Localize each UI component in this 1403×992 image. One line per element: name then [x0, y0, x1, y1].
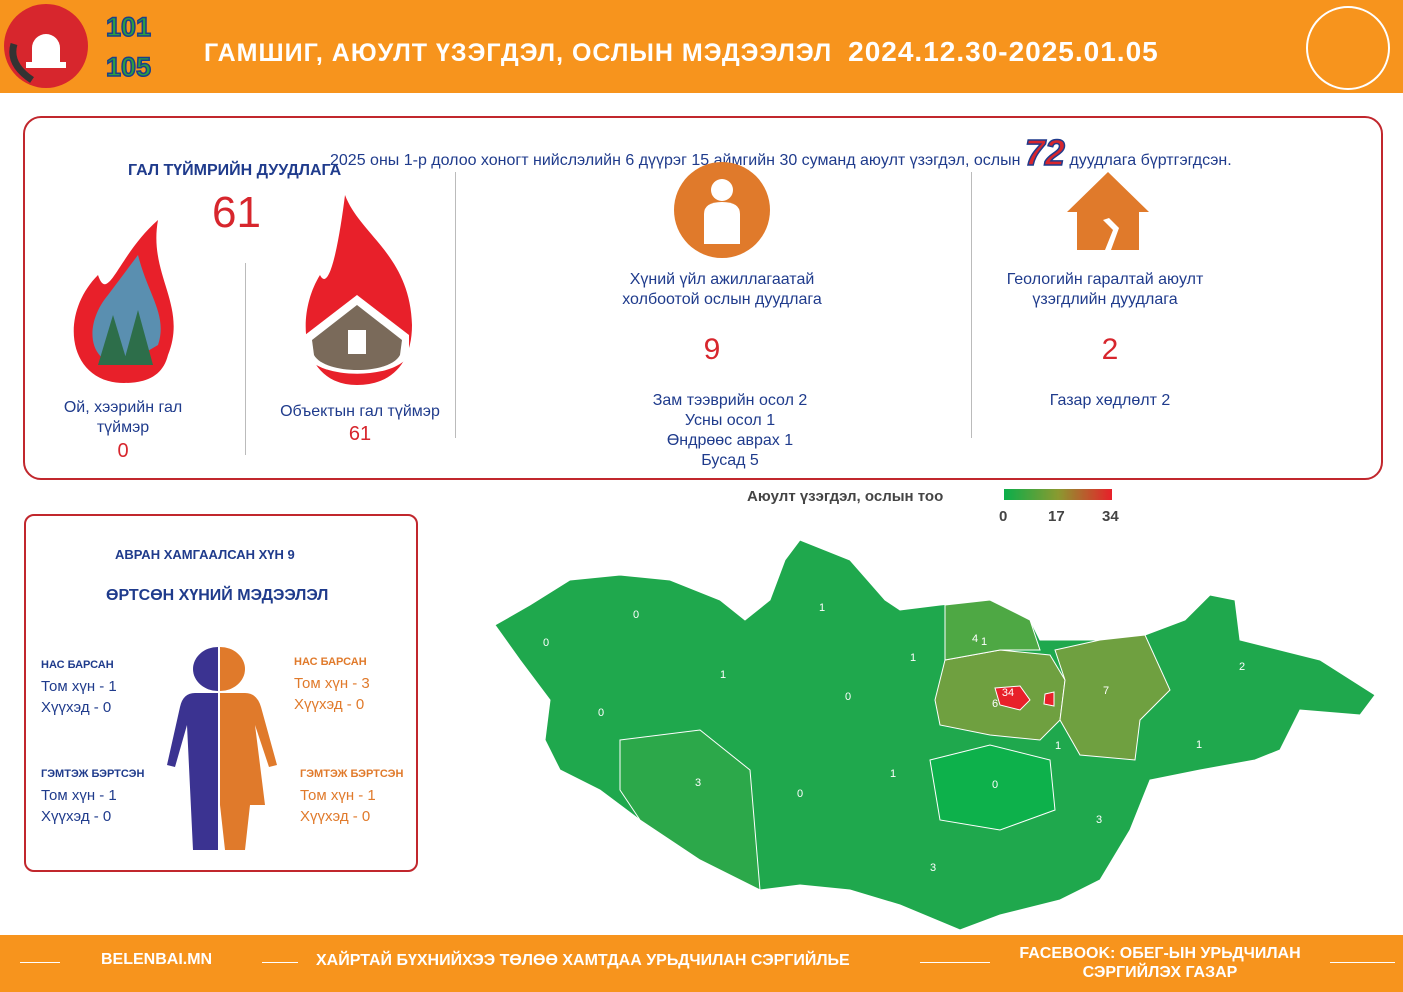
summary-after: дуудлага бүртгэгдсэн. [1069, 152, 1232, 169]
map-region-label: 0 [845, 691, 851, 703]
hotline-105: 105 [105, 51, 152, 83]
male-injured-child: Хүүхэд - 0 [41, 808, 112, 825]
human-activity-list: Зам тээврийн осол 2 Усны осол 1 Өндрөөс … [620, 391, 840, 471]
legend-tick-17: 17 [1048, 508, 1065, 525]
map-region-label: 3 [1096, 814, 1102, 826]
divider [920, 962, 990, 963]
divider [971, 172, 972, 438]
female-dead-child: Хүүхэд - 0 [294, 696, 365, 713]
page-title: ГАМШИГ, АЮУЛТ ҮЗЭГДЭЛ, ОСЛЫН МЭДЭЭЛЭЛ 20… [204, 36, 1159, 68]
hotline-101: 101 [105, 11, 152, 43]
siren-phone-icon [4, 4, 88, 88]
legend-title: Аюулт үзэгдэл, ослын тоо [747, 488, 944, 505]
male-dead: НАС БАРСАН Том хүн - 1 Хүүхэд - 0 [41, 655, 117, 718]
map-region-label: 1 [819, 602, 825, 614]
female-dead-adult: Том хүн - 3 [294, 675, 370, 692]
map-region-label: 1 [890, 768, 896, 780]
footer: BELENBAI.MN ХАЙРТАЙ БҮХНИЙХЭЭ ТӨЛӨӨ ХАМТ… [0, 935, 1403, 992]
fire-heading: ГАЛ ТҮЙМРИЙН ДУУДЛАГА [128, 162, 342, 179]
summary-text: 2025 оны 1-р долоо хоногт нийслэлийн 6 д… [330, 131, 1232, 174]
website-link[interactable]: BELENBAI.MN [101, 951, 213, 968]
divider [1330, 962, 1395, 963]
victims-title: ӨРТСӨН ХҮНИЙ МЭДЭЭЛЭЛ [106, 587, 329, 604]
list-item: Өндрөөс аврах 1 [666, 432, 794, 449]
list-item: Усны осол 1 [684, 412, 776, 429]
rescued-count: АВРАН ХАМГААЛСАН ХҮН 9 [115, 547, 295, 562]
map-region-label: 0 [992, 779, 998, 791]
header: 101 105 ГАМШИГ, АЮУЛТ ҮЗЭГДЭЛ, ОСЛЫН МЭД… [0, 0, 1403, 93]
forest-fire-label: Ой, хээрийн гал түймэр [63, 399, 183, 436]
female-dead: НАС БАРСАН Том хүн - 3 Хүүхэд - 0 [294, 652, 370, 715]
male-injured-title: ГЭМТЭЖ БЭРТСЭН [41, 768, 145, 780]
facebook-line-2: СЭРГИЙЛЭХ ГАЗАР [1082, 964, 1238, 981]
human-activity-value: 9 [703, 333, 721, 366]
facebook-line-1: FACEBOOK: ОБЕГ-ЫН УРЬДЧИЛАН [1019, 945, 1301, 962]
male-injured-adult: Том хүн - 1 [41, 787, 117, 804]
forest-fire-icon [73, 220, 174, 383]
geological-value: 2 [1101, 333, 1119, 366]
map-region-label: 0 [633, 609, 639, 621]
male-female-figure-icon [167, 647, 277, 850]
divider [262, 962, 298, 963]
female-injured: ГЭМТЭЖ БЭРТСЭН Том хүн - 1 Хүүхэд - 0 [300, 764, 403, 827]
map-region-label: 1 [1055, 740, 1061, 752]
divider [245, 263, 246, 455]
map-region-label: 3 [695, 777, 701, 789]
legend-tick-34: 34 [1102, 508, 1119, 525]
map-region-label: 2 [1239, 661, 1245, 673]
map-region-label: 7 [1103, 685, 1109, 697]
date-range: 2024.12.30-2025.01.05 [848, 36, 1159, 67]
divider [455, 172, 456, 438]
list-item: Бусад 5 [701, 452, 759, 469]
title-text: ГАМШИГ, АЮУЛТ ҮЗЭГДЭЛ, ОСЛЫН МЭДЭЭЛЭЛ [204, 39, 833, 67]
fire-total: 61 [212, 188, 261, 237]
total-calls: 72 [1024, 131, 1066, 174]
legend-gradient [1004, 489, 1112, 500]
object-fire-value: 61 [348, 423, 372, 445]
male-dead-child: Хүүхэд - 0 [41, 699, 112, 716]
map-region-label: 6 [992, 698, 998, 710]
house-collapse-icon [1067, 172, 1149, 250]
legend-tick-0: 0 [999, 508, 1008, 525]
map-region-3a [619, 729, 761, 891]
map-region-label: 0 [598, 707, 604, 719]
map-region-label: 3 [930, 862, 936, 874]
map-region-34 [994, 685, 1031, 711]
emblem-logo [1306, 6, 1390, 90]
map-region-label: 1 [981, 636, 987, 648]
map-region-7 [1054, 634, 1171, 761]
geological-label: Геологийн гаралтай аюулт үзэгдлийн дуудл… [1006, 271, 1204, 308]
female-injured-child: Хүүхэд - 0 [300, 808, 371, 825]
map-region-small [1043, 691, 1055, 707]
object-fire-label: Объектын гал түймэр [280, 403, 440, 420]
list-item: Зам тээврийн осол 2 [652, 392, 808, 409]
summary-panel [23, 116, 1383, 480]
divider [20, 962, 60, 963]
slogan: ХАЙРТАЙ БҮХНИЙХЭЭ ТӨЛӨӨ ХАМТДАА УРЬДЧИЛА… [316, 952, 850, 969]
map-region-label: 4 [972, 633, 978, 645]
earthquake-item: Газар хөдлөлт 2 [1049, 392, 1171, 409]
map-region-label: 1 [1196, 739, 1202, 751]
map-region-label: 0 [543, 637, 549, 649]
building-fire-icon [305, 195, 412, 385]
female-dead-title: НАС БАРСАН [294, 656, 367, 668]
map-region-label: 34 [1002, 687, 1014, 699]
summary-before: 2025 оны 1-р долоо хоногт нийслэлийн 6 д… [330, 152, 1021, 169]
victims-panel [24, 514, 418, 872]
map-region-0 [929, 744, 1056, 831]
forest-fire-value: 0 [117, 440, 129, 462]
male-dead-adult: Том хүн - 1 [41, 678, 117, 695]
male-dead-title: НАС БАРСАН [41, 659, 114, 671]
map-region-4 [944, 599, 1041, 661]
map-region-label: 1 [720, 669, 726, 681]
female-injured-title: ГЭМТЭЖ БЭРТСЭН [300, 768, 404, 780]
human-activity-label: Хүний үйл ажиллагаатай холбоотой ослын д… [622, 271, 822, 308]
injured-person-icon [674, 162, 770, 258]
map-region-label: 1 [910, 652, 916, 664]
female-injured-adult: Том хүн - 1 [300, 787, 376, 804]
facebook-link[interactable]: FACEBOOK: ОБЕГ-ЫН УРЬДЧИЛАН СЭРГИЙЛЭХ ГА… [1000, 944, 1320, 982]
male-injured: ГЭМТЭЖ БЭРТСЭН Том хүн - 1 Хүүхэд - 0 [41, 764, 144, 827]
map-region-label: 0 [797, 788, 803, 800]
